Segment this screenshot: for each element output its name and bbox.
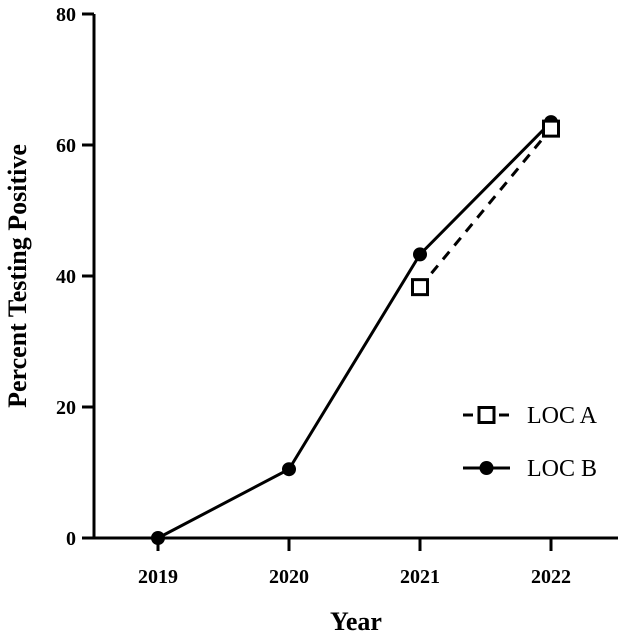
data-point: [411, 278, 429, 297]
legend-item: LOC B: [463, 456, 597, 482]
y-tick-label: 0: [66, 528, 76, 550]
data-point: [542, 119, 560, 138]
y-tick-label: 20: [56, 397, 76, 419]
data-point: [282, 462, 296, 477]
legend-label: LOC A: [527, 403, 598, 429]
x-axis-title: Year: [330, 607, 382, 636]
legend-marker-circle: [479, 461, 494, 475]
y-ticks: 0 20 40 60 80: [56, 4, 94, 550]
x-tick-label: 2019: [138, 566, 178, 588]
y-tick-label: 40: [56, 266, 76, 288]
y-tick-label: 60: [56, 135, 76, 157]
legend: LOC A LOC B: [463, 403, 598, 482]
x-tick-label: 2020: [269, 566, 309, 588]
data-point: [151, 531, 165, 545]
y-axis-title: Percent Testing Positive: [3, 144, 32, 408]
series-loc-b: [151, 115, 558, 545]
y-tick-label: 80: [56, 4, 76, 26]
x-axis: 2019 2020 2021 2022: [92, 536, 618, 588]
series-loc-a: [411, 119, 560, 297]
series-line: [157, 121, 553, 540]
x-ticks: 2019 2020 2021 2022: [138, 538, 571, 588]
series-line: [418, 127, 553, 289]
x-tick-label: 2022: [531, 566, 571, 588]
data-point: [413, 247, 427, 262]
series-layer: [151, 115, 560, 545]
x-tick-label: 2021: [400, 566, 440, 588]
legend-label: LOC B: [527, 456, 597, 482]
legend-item: LOC A: [463, 403, 598, 429]
y-axis: 0 20 40 60 80: [56, 4, 96, 550]
legend-marker-square: [477, 406, 496, 424]
